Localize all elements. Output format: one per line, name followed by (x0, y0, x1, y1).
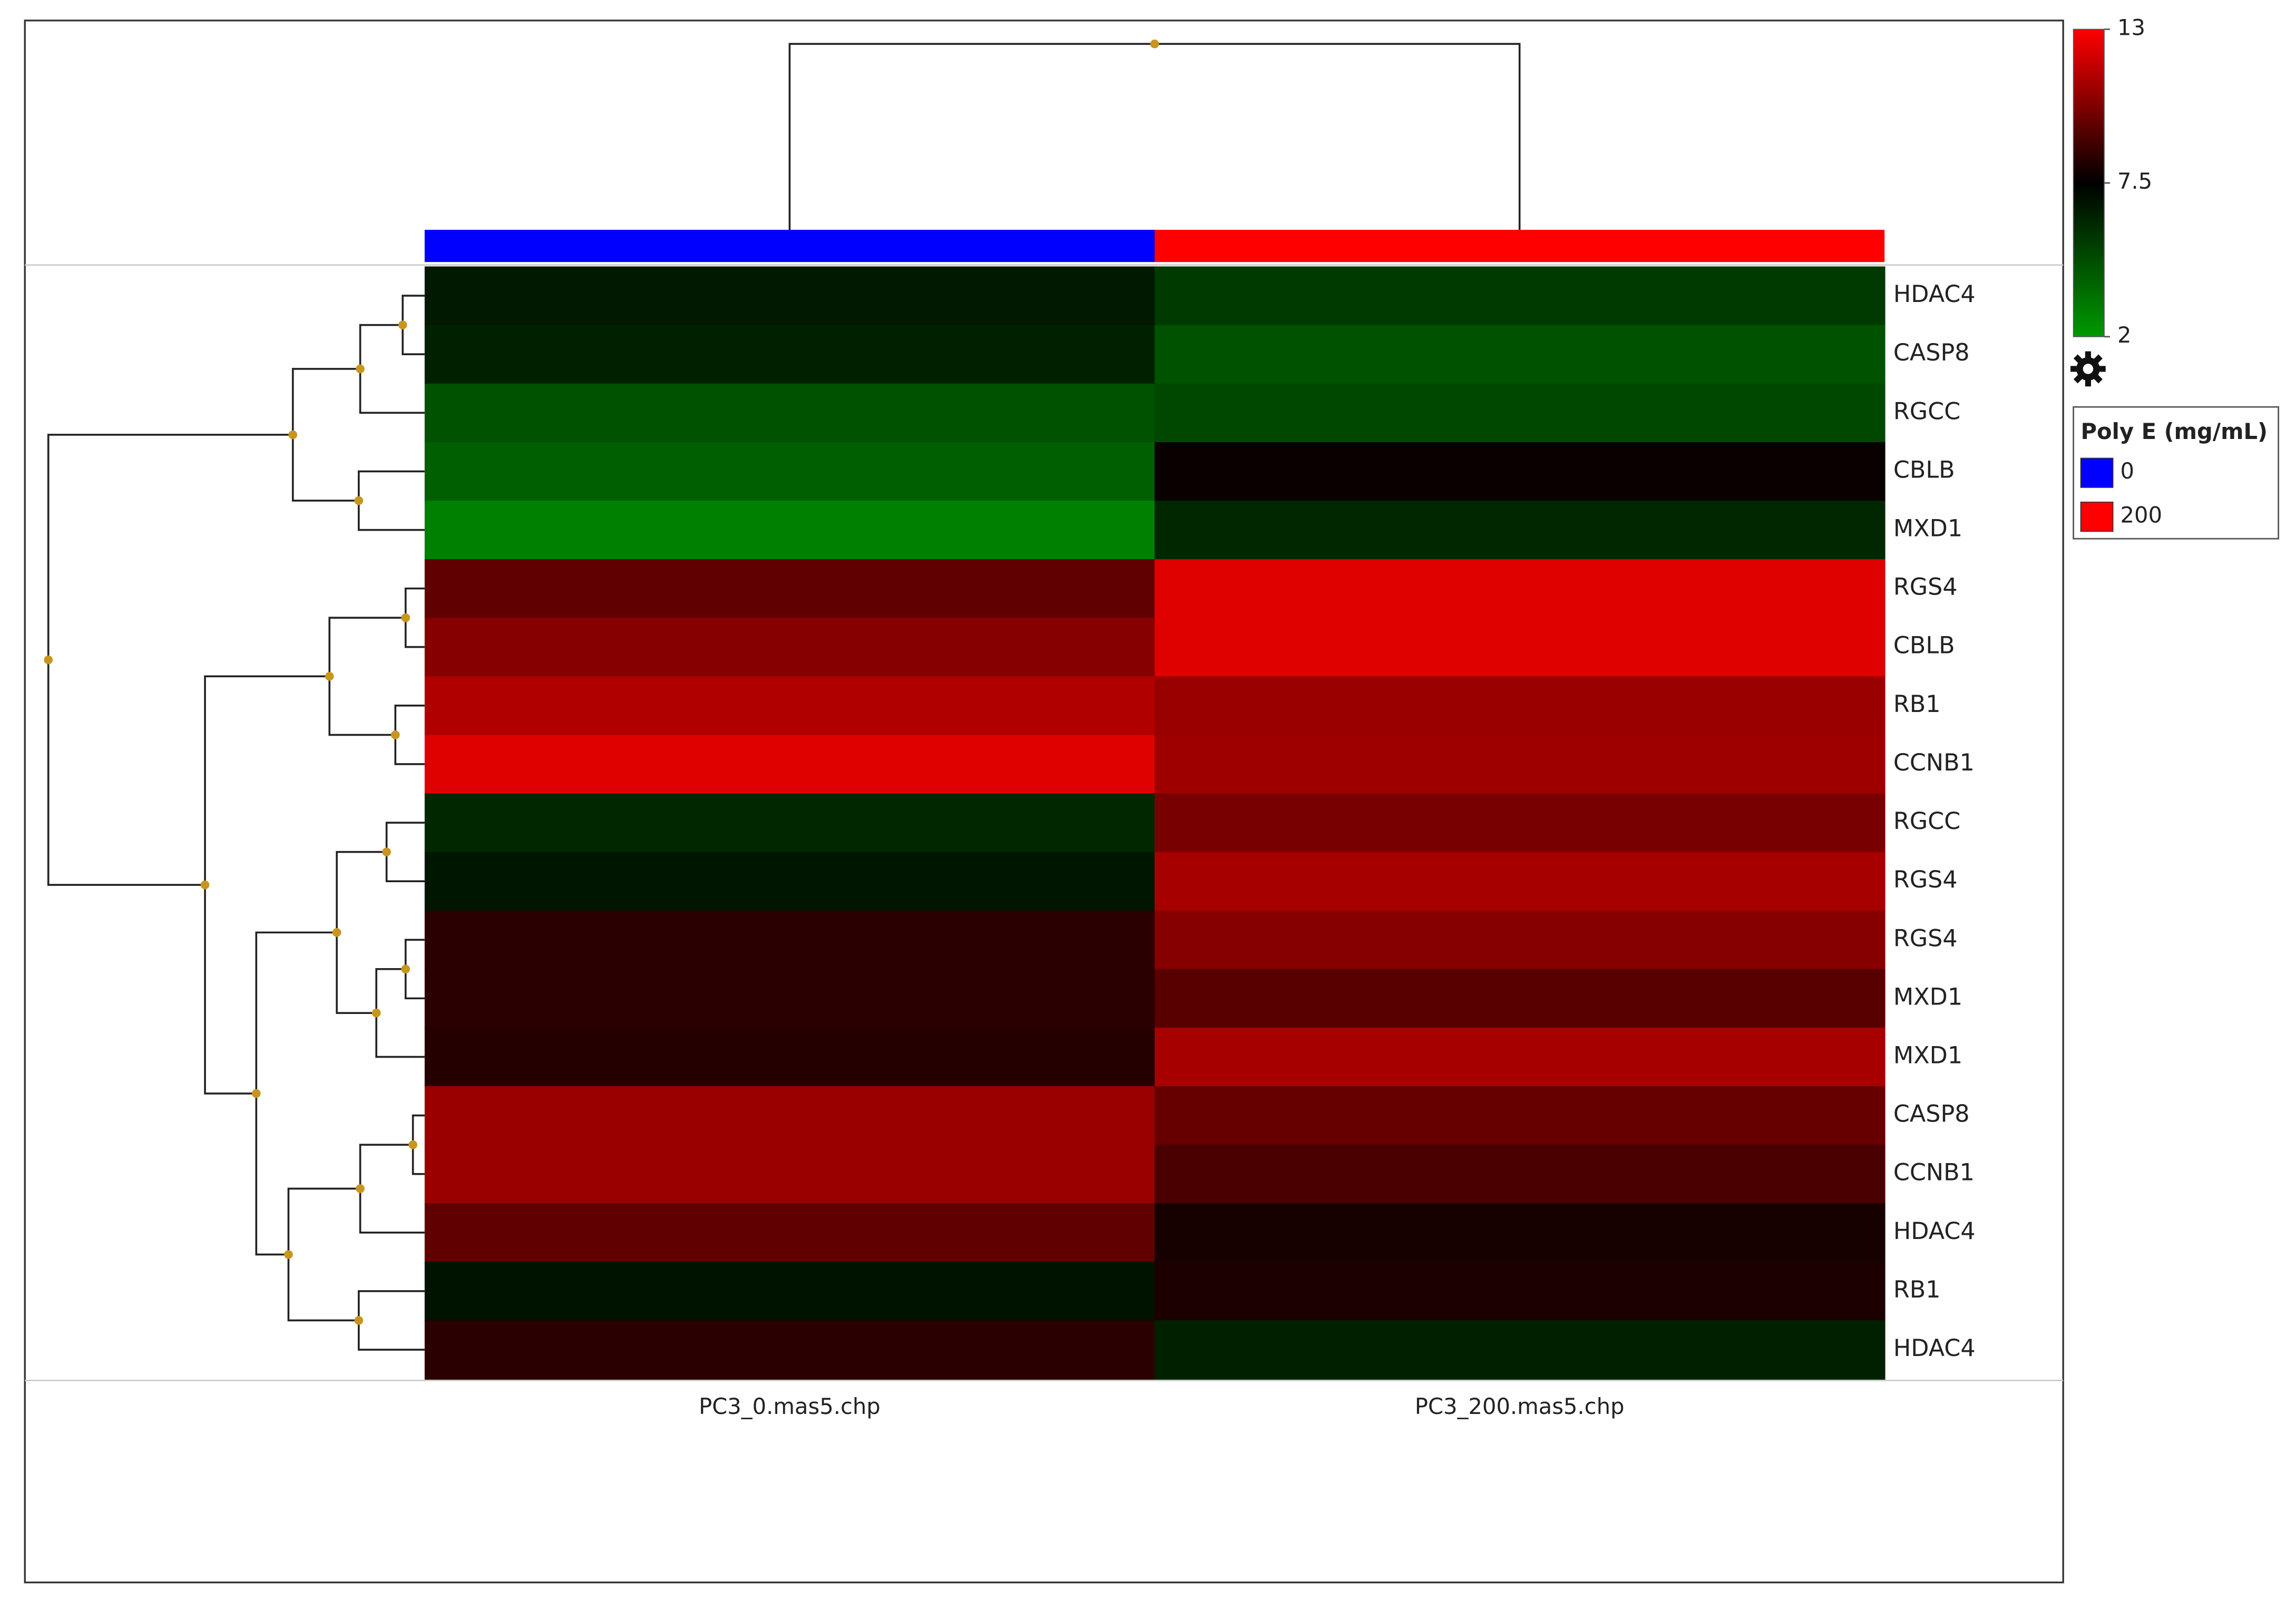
row-label: CBLB (1893, 456, 1955, 483)
heatmap-cell (424, 1262, 1156, 1321)
heatmap-cell (424, 266, 1156, 326)
row-label: CASP8 (1893, 339, 1970, 366)
row-label: RB1 (1893, 1276, 1941, 1303)
heatmap-cell (1155, 1145, 1885, 1204)
dendrogram-node (382, 847, 391, 856)
heatmap-cell (424, 442, 1156, 502)
legend-swatch (2080, 457, 2114, 488)
heatmap-cell (1155, 618, 1885, 677)
heatmap-cell (1155, 383, 1885, 443)
dendrogram-node (390, 730, 400, 739)
heatmap-cell (424, 325, 1156, 385)
heatmap-cell (424, 1145, 1156, 1204)
heatmap-cell (1155, 852, 1885, 912)
heatmap-cell (424, 1086, 1156, 1146)
dendrogram-node (372, 1008, 381, 1018)
heatmap-cell (424, 969, 1156, 1029)
colorbar-tick-label: 2 (2117, 322, 2132, 348)
gear-hole (2083, 364, 2094, 374)
row-label: MXD1 (1893, 983, 1962, 1010)
heatmap-cell (1155, 793, 1885, 853)
row-label: MXD1 (1893, 515, 1962, 542)
colorbar-tick-label: 7.5 (2117, 168, 2152, 194)
dendrogram-node (401, 613, 411, 622)
dendrogram-node (398, 320, 407, 329)
row-label: HDAC4 (1893, 281, 1976, 308)
row-label: MXD1 (1893, 1042, 1962, 1069)
column-label: PC3_200.mas5.chp (1415, 1393, 1625, 1419)
row-label: RGCC (1893, 808, 1960, 835)
settings-icon[interactable] (2070, 351, 2106, 387)
dendrogram-node (284, 1250, 293, 1259)
dendrogram-node (408, 1140, 417, 1149)
dendrogram-node (354, 496, 364, 505)
dendrogram-node (288, 430, 298, 440)
dendrogram-node (1150, 39, 1159, 48)
row-label: RGS4 (1893, 925, 1958, 952)
heatmap-cell (1155, 1086, 1885, 1146)
row-label: RGS4 (1893, 574, 1958, 601)
legend-label: 200 (2121, 502, 2163, 528)
dendrogram-node (200, 880, 210, 890)
heatmap-cell (1155, 735, 1885, 794)
heatmap-cell (424, 676, 1156, 736)
heatmap-cell (1155, 1203, 1885, 1263)
heatmap-cell (424, 559, 1156, 619)
dendrogram-node (356, 364, 365, 374)
heatmap-cell (1155, 442, 1885, 502)
dendrogram-node (251, 1089, 261, 1098)
colorbar (2073, 28, 2105, 337)
row-label: CBLB (1893, 632, 1955, 659)
heatmap-cell (1155, 676, 1885, 736)
row-label: CASP8 (1893, 1101, 1970, 1128)
heatmap-cell (424, 618, 1156, 677)
heatmap-cell (424, 852, 1156, 912)
heatmap-cell (1155, 1320, 1885, 1380)
row-label: CCNB1 (1893, 749, 1975, 776)
row-label: CCNB1 (1893, 1159, 1975, 1186)
column-label: PC3_0.mas5.chp (699, 1393, 881, 1419)
heatmap-cell (1155, 500, 1885, 560)
heatmap-cell (424, 500, 1156, 560)
heatmap-cell (1155, 266, 1885, 326)
heatmap-cell (1155, 325, 1885, 385)
heatmap-cell (1155, 559, 1885, 619)
legend-swatch (2080, 501, 2114, 532)
legend-label: 0 (2121, 458, 2135, 484)
dendrogram-node (332, 928, 341, 937)
column-group-bar (1155, 230, 1885, 262)
column-group-bar (424, 230, 1155, 262)
heatmap-cell (424, 1320, 1156, 1380)
row-label: HDAC4 (1893, 1335, 1976, 1362)
dendrogram-node (325, 671, 334, 681)
heatmap-cell (1155, 1262, 1885, 1321)
heatmap-cell (424, 1203, 1156, 1263)
dendrogram-node (401, 964, 411, 974)
colorbar-tick-label: 13 (2117, 15, 2145, 41)
heatmap-cell (1155, 969, 1885, 1029)
legend-title: Poly E (mg/mL) (2081, 418, 2268, 444)
dendrogram-node (44, 655, 53, 665)
row-label: HDAC4 (1893, 1218, 1976, 1245)
row-label: RGCC (1893, 398, 1960, 425)
heatmap-cell (424, 735, 1156, 794)
heatmap-cell (424, 793, 1156, 853)
row-label: RB1 (1893, 691, 1941, 718)
heatmap-cell (1155, 1027, 1885, 1087)
heatmap-cell (424, 383, 1156, 443)
heatmap-cell (424, 1027, 1156, 1087)
heatmap-cell (1155, 910, 1885, 970)
row-label: RGS4 (1893, 866, 1958, 893)
dendrogram-node (356, 1184, 365, 1193)
dendrogram-node (354, 1316, 364, 1325)
heatmap-cell (424, 910, 1156, 970)
